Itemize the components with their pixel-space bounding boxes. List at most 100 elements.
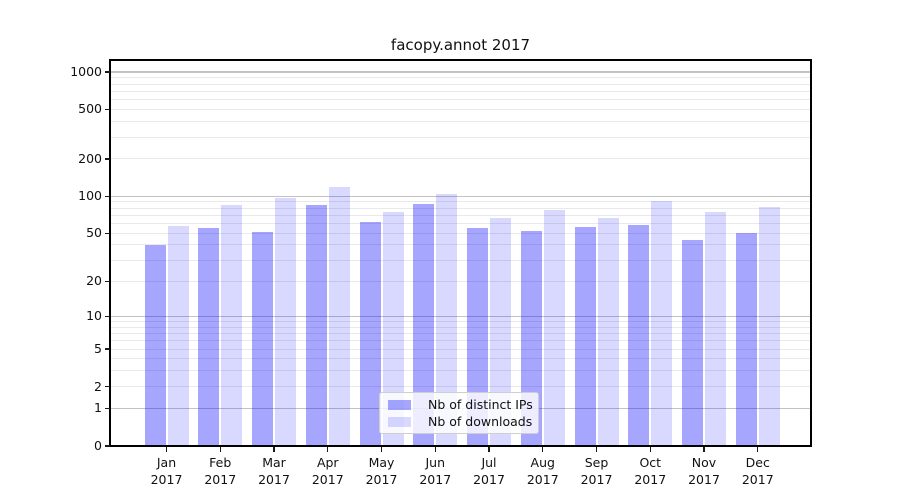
y-tick-mark [105,195,110,197]
y-tick-label: 500 [78,101,102,117]
x-tick-label: Dec 2017 [726,455,790,488]
bar-distinct-ips-may [359,221,381,446]
x-tick-label: Jan 2017 [135,455,199,488]
y-tick-mark [105,108,110,111]
minor-gridline [110,77,811,79]
y-tick-mark [105,407,110,410]
bar-distinct-ips-oct [628,225,650,446]
x-tick-month: Nov [691,455,717,470]
x-tick-label: Apr 2017 [296,455,360,488]
x-tick-mark [273,447,275,452]
y-tick-mark [105,315,110,317]
x-tick-month: Jan [156,455,177,470]
bar-distinct-ips-sep [574,227,596,446]
major-gridline [110,195,811,197]
left-spine [109,59,111,447]
x-tick-year: 2017 [365,471,398,487]
y-tick-mark [105,348,110,350]
bar-distinct-ips-feb [198,228,220,446]
y-tick-label: 1000 [70,63,102,79]
bar-downloads-apr [328,186,350,446]
bar-distinct-ips-apr [305,204,327,446]
x-tick-label: Nov 2017 [672,455,736,488]
x-tick-year: 2017 [419,471,452,487]
x-tick-label: Aug 2017 [511,455,575,488]
bar-downloads-mar [275,197,296,446]
minor-gridline [110,326,811,328]
x-tick-label: Sep 2017 [565,455,629,488]
bar-downloads-nov [705,211,726,446]
bar-downloads-sep [597,218,619,446]
minor-gridline [110,83,811,85]
minor-gridline [110,386,811,388]
x-tick-mark [757,447,759,452]
bar-distinct-ips-mar [252,232,273,446]
y-tick-label: 10 [86,308,102,324]
x-tick-label: Jul 2017 [457,455,521,488]
x-tick-label: May 2017 [350,455,414,488]
x-tick-label: Mar 2017 [242,455,306,488]
bottom-spine [110,445,811,447]
minor-gridline [110,158,811,160]
legend-label-distinct-ips: Nb of distinct IPs [428,397,533,412]
minor-gridline [110,90,811,92]
bar-distinct-ips-nov [682,239,703,446]
y-tick-label: 50 [86,225,102,241]
y-tick-label: 100 [78,188,102,204]
y-tick-mark [105,232,110,234]
y-tick-mark [105,385,110,388]
bar-distinct-ips-dec [735,233,757,446]
x-tick-mark [488,447,490,452]
x-tick-month: Sep [584,455,609,470]
bar-downloads-aug [543,210,565,446]
minor-gridline [110,201,811,203]
chart-title: facopy.annot 2017 [390,36,531,54]
y-tick-label: 0 [94,438,102,453]
x-tick-year: 2017 [741,471,774,487]
x-tick-year: 2017 [580,471,613,487]
bar-downloads-may [382,212,404,446]
minor-gridline [110,332,811,334]
x-tick-mark [219,447,221,452]
major-gridline [110,315,811,317]
y-tick-label: 2 [94,378,102,394]
bar-downloads-jul [490,218,511,446]
minor-gridline [110,232,811,234]
minor-gridline [110,108,811,110]
x-tick-year: 2017 [150,471,183,487]
x-tick-month: Oct [639,455,662,470]
x-tick-label: Oct 2017 [618,455,682,488]
minor-gridline [110,244,811,246]
minor-gridline [110,121,811,123]
y-tick-mark [105,280,110,282]
y-tick-label: 5 [94,341,102,356]
minor-gridline [110,214,811,216]
x-tick-month: Jun [425,455,446,470]
bar-distinct-ips-jul [467,228,488,446]
bar-downloads-oct [651,201,673,446]
legend: Nb of distinct IPs Nb of downloads [379,392,539,434]
bar-downloads-jan [167,226,189,446]
legend-swatch-distinct-ips [388,399,411,410]
x-tick-year: 2017 [473,471,505,487]
minor-gridline [110,136,811,138]
legend-label-downloads: Nb of downloads [428,414,533,429]
bar-downloads-jun [436,194,458,446]
y-tick-label: 200 [78,150,102,166]
x-tick-mark [649,447,651,452]
x-tick-year: 2017 [688,471,720,487]
minor-gridline [110,222,811,224]
x-tick-mark [380,447,383,452]
x-tick-month: Dec [745,455,770,470]
x-tick-mark [595,447,598,452]
bar-downloads-dec [758,206,780,446]
x-tick-month: Jul [481,455,497,470]
x-tick-year: 2017 [311,471,344,487]
y-tick-mark [105,158,110,160]
x-tick-month: May [368,455,395,470]
minor-gridline [110,340,811,342]
x-tick-month: Mar [262,455,286,470]
y-tick-mark [105,71,110,73]
minor-gridline [110,370,811,372]
legend-swatch-downloads [388,416,411,427]
